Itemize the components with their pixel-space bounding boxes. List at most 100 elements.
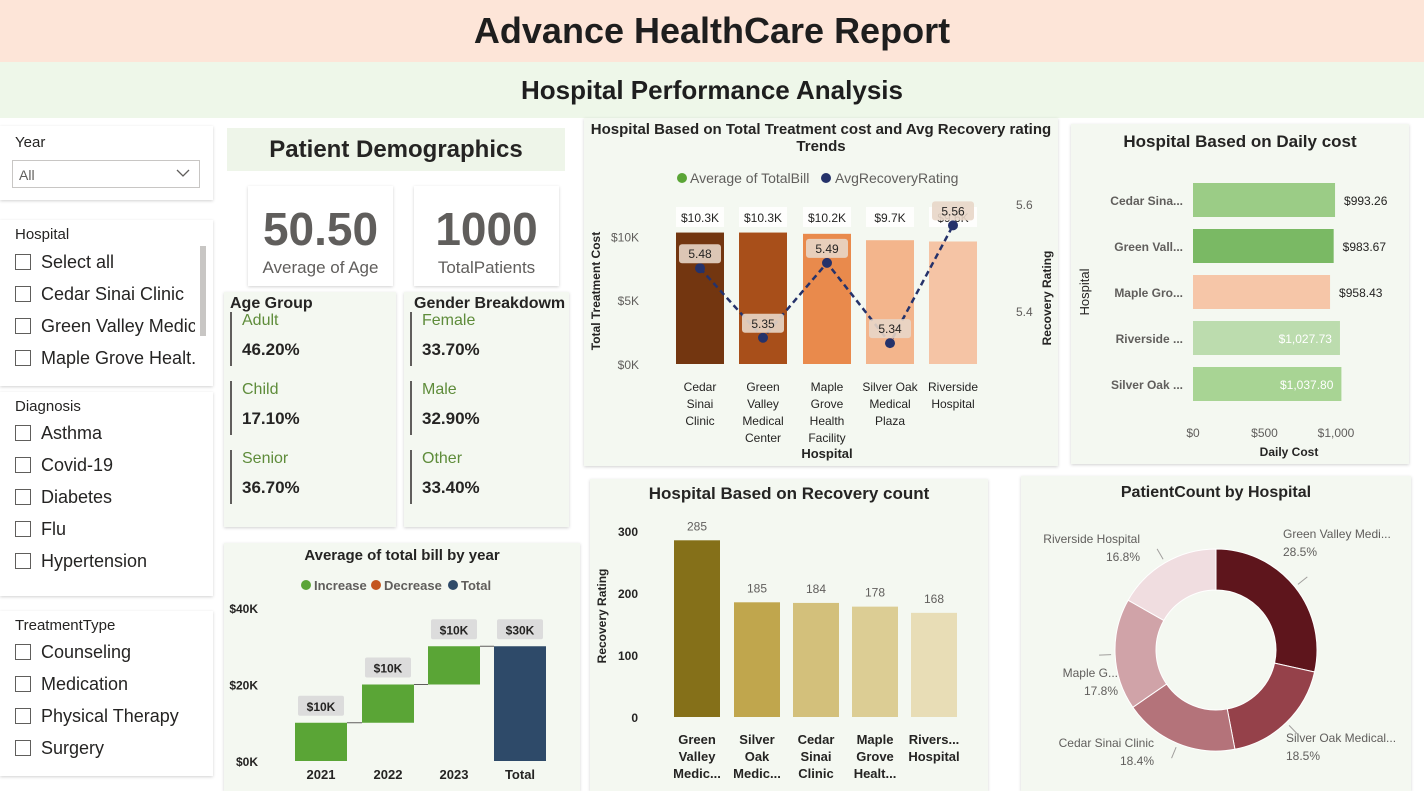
checkbox[interactable] [15,553,31,569]
slice-label: Green Valley Medi... [1283,527,1391,541]
bar [494,646,546,761]
leader-line [1288,725,1298,735]
hospital-option[interactable]: Maple Grove Healt... [15,342,195,374]
data-label: $10.3K [744,211,782,225]
data-label-bg [431,619,477,640]
checkbox[interactable] [15,489,31,505]
legend-marker [677,173,687,183]
checkbox[interactable] [15,676,31,692]
patient-count-card: PatientCount by Hospital Green Valley Me… [1021,476,1411,791]
y-tick-label: Riverside ... [1116,332,1183,346]
y2-tick-label: 5.6 [1016,198,1033,212]
line-label-bg [742,313,784,333]
diagnosis-option[interactable]: Flu [15,513,205,545]
diagnosis-option[interactable]: Asthma [15,417,205,449]
treatment-slicer-title: TreatmentType [15,617,116,634]
slice-percent: 28.5% [1283,545,1317,559]
x-tick-label: 2021 [307,767,336,782]
data-label-bg [298,695,344,716]
diagnosis-option[interactable]: Diabetes [15,481,205,513]
checkbox[interactable] [15,457,31,473]
slice-percent: 18.5% [1286,749,1320,763]
checkbox[interactable] [15,254,31,270]
data-label: $10K [307,700,336,714]
diagnosis-option[interactable]: Covid-19 [15,449,205,481]
bar [734,602,780,717]
treatment-option[interactable]: Surgery [15,732,205,764]
hospital-slicer: Hospital Select all Cedar Sinai Clinic G… [0,220,213,386]
data-label: 168 [924,592,944,606]
hospital-option[interactable]: Green Valley Medic... [15,310,195,342]
treatment-option[interactable]: Physical Therapy [15,700,205,732]
bar [1193,321,1340,355]
recovery-card: Hospital Based on Recovery count 0 100 200… [590,479,988,791]
kpi-label: Average of Age [262,258,379,277]
gender-male: Male 32.90% [410,381,480,435]
checkbox[interactable] [15,318,31,334]
x-tick-label: $1,000 [1318,426,1355,440]
data-label: $993.26 [1344,194,1388,208]
year-selected-value: All [19,167,35,183]
checkbox[interactable] [15,521,31,537]
slice-percent: 16.8% [1106,550,1140,564]
hospital-option[interactable]: Cedar Sinai Clinic [15,278,195,310]
x-tick-label: Maple Grove Health Facility [808,380,845,445]
donut-slice [1215,548,1318,673]
y-tick-label: Silver Oak ... [1111,378,1183,392]
legend-marker [371,580,381,590]
slice-percent: 17.8% [1084,684,1118,698]
line-point [822,257,832,268]
data-label: $1,037.80 [1280,378,1334,392]
year-dropdown[interactable]: All [12,160,200,188]
line-label: 5.35 [751,317,775,331]
bar [362,684,414,723]
kpi-value: 50.50 [262,203,379,255]
data-label: $958.43 [1339,286,1383,300]
y-tick-label: $0K [618,358,639,372]
data-label-bg [739,207,787,227]
x-tick-label: Rivers... Hospital [908,732,959,764]
report-subtitle: Hospital Performance Analysis [0,62,1424,118]
combo-chart-card: Hospital Based on Total Treatment cost a… [584,118,1058,466]
y-axis-title: Hospital [1077,268,1092,315]
leader-line [1171,746,1177,759]
treatment-option[interactable]: Medication [15,668,205,700]
data-label: $10.3K [681,211,719,225]
checkbox[interactable] [15,425,31,441]
line-label: 5.49 [815,242,839,256]
donut-slice [1127,548,1217,622]
hospital-option[interactable]: Select all [15,246,195,278]
scrollbar[interactable] [200,246,206,336]
x-tick-label: Green Valley Medical Center [742,380,783,445]
line-point [885,338,895,349]
kpi-total-patients: 1000 TotalPatients [414,186,559,286]
checkbox[interactable] [15,708,31,724]
checkbox[interactable] [15,644,31,660]
gender-female: Female 33.70% [410,312,480,366]
x-tick-label: Cedar Sinai Clinic [684,380,717,428]
data-label: $983.67 [1343,240,1387,254]
leader-line [1156,548,1164,560]
checkbox[interactable] [15,286,31,302]
slice-percent: 18.4% [1120,754,1154,768]
waterfall-title: Average of total bill by year [304,547,500,564]
x-axis-title: Hospital [801,446,852,461]
treatment-option[interactable]: Counseling [15,636,205,668]
gender-title: Gender Breakdowm [414,295,566,312]
y2-axis-title: Recovery Rating [1040,251,1054,346]
diagnosis-option[interactable]: Hypertension [15,545,205,577]
legend-marker [821,173,831,183]
treatment-slicer: TreatmentType Counseling Medication Phys… [0,611,213,776]
bar [852,606,898,717]
legend-marker [301,580,311,590]
checkbox[interactable] [15,740,31,756]
line-label-bg [806,238,848,258]
checkbox[interactable] [15,350,31,366]
bar [793,602,839,717]
y-tick-label: $40K [229,602,258,616]
bar [929,241,977,364]
leader-line [1099,654,1112,656]
bar [911,612,957,717]
line-point [948,220,958,231]
y-tick-label: 0 [631,711,638,725]
